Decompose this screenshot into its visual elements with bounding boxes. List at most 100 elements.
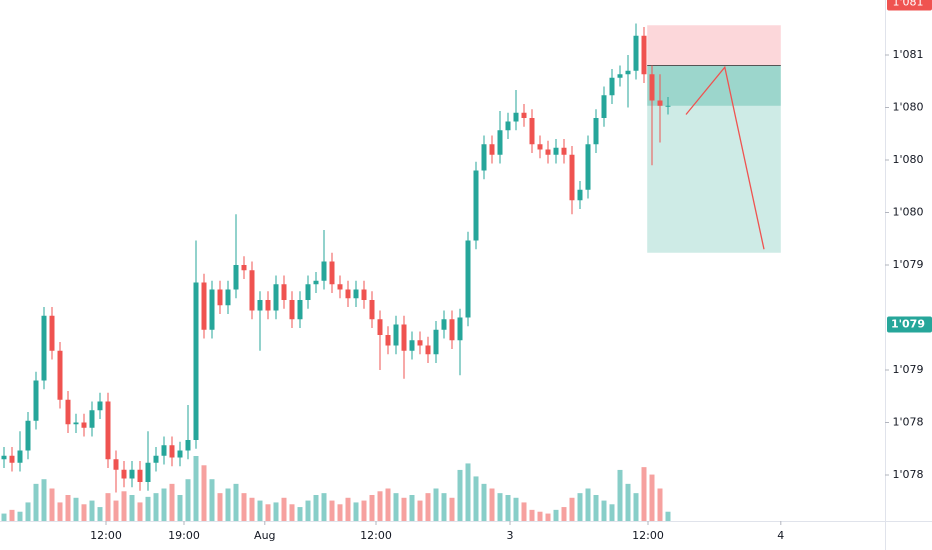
volume-bar [473,476,479,521]
volume-bar [417,500,423,521]
x-tick-label: 19:00 [168,529,200,542]
candle-body [17,450,23,463]
candle-body [1,455,7,460]
candle-body [217,289,223,306]
candle-body [465,240,471,318]
volume-bar [393,493,399,521]
candle-body [593,118,599,145]
profit-zone [647,65,781,106]
candle-body [73,422,79,425]
volume-bar [137,502,143,521]
candle-body [353,289,359,299]
candle-body [537,144,543,150]
volume-bar [513,497,519,521]
volume-bar [377,491,383,521]
candle-body [25,420,31,451]
candle-body [377,319,383,335]
x-tick-label: 12:00 [360,529,392,542]
candle-body [65,399,71,425]
candle-body [193,282,199,440]
volume-bar [153,493,159,521]
volume-bar [601,500,607,521]
candle-body [385,335,391,346]
candle-body [601,95,607,118]
volume-bar [529,509,535,521]
candle-body [209,289,215,330]
candle-body [433,329,439,355]
y-tick-label: 1'080 [892,101,923,114]
x-tick-label: 12:00 [632,529,664,542]
candle-body [185,440,191,451]
candle-body [281,284,287,300]
volume-bar [337,504,343,521]
candle-body [57,350,63,400]
candle-body [561,147,567,155]
volume-bar [73,497,79,521]
volume-bar [569,497,575,521]
volume-bar [361,500,367,521]
x-tick-label: 3 [507,529,514,542]
volume-bar [537,511,543,521]
volume-bar [505,495,511,521]
volume-bar [113,500,119,521]
candle-body [345,289,351,299]
volume-bar [185,479,191,521]
candle-body [105,401,111,460]
candle-body [81,422,87,428]
candle-body [401,324,407,351]
volume-bar [313,495,319,521]
stop-price-tag [887,0,932,11]
candle-body [201,282,207,330]
volume-bar [641,467,647,521]
volume-bar [369,495,375,521]
candle-body [449,319,455,341]
volume-bar [129,495,135,521]
volume-bar [409,495,415,521]
y-tick-label: 1'080 [892,153,923,166]
volume-bar [489,488,495,521]
volume-bar [105,493,111,521]
candle-body [441,319,447,330]
volume-bar [81,504,87,521]
price-label: 1'079 [891,318,925,331]
candle-body [665,105,671,107]
volume-bar [49,488,55,521]
candle-body [505,121,511,131]
projection-line [685,65,765,250]
candle-body [657,100,663,106]
candle-body [121,469,127,479]
candle-body [569,154,575,201]
volume-bar [177,495,183,521]
candle-body [585,144,591,190]
volume-bar [241,493,247,521]
volume-bar [17,511,23,521]
volume-bar [329,500,335,521]
volume-bar [521,502,527,521]
volume-bar [465,463,471,521]
volume-bar [497,493,503,521]
candle-body [241,265,247,271]
candle-body [305,284,311,300]
volume-bar [33,483,39,521]
volume-bar [481,483,487,521]
volume-bar [225,488,231,521]
volume-bar [281,497,287,521]
candle-body [161,445,167,456]
candle-body [33,380,39,421]
volume-bar [201,465,207,521]
candle-body [553,147,559,155]
candle-body [313,280,319,285]
price-tag [887,316,932,333]
candle-body [137,469,143,482]
volume-bar [25,502,31,521]
volume-bar [233,483,239,521]
y-tick-label: 1'079 [892,363,923,376]
x-tick-label: Aug [254,529,275,542]
volume-bar [625,483,631,521]
y-tick-label: 1'079 [892,258,923,271]
candle-body [473,170,479,241]
volume-bar [553,509,559,521]
volume-bar [649,474,655,521]
candle-body [521,112,527,118]
candle-body [513,112,519,122]
